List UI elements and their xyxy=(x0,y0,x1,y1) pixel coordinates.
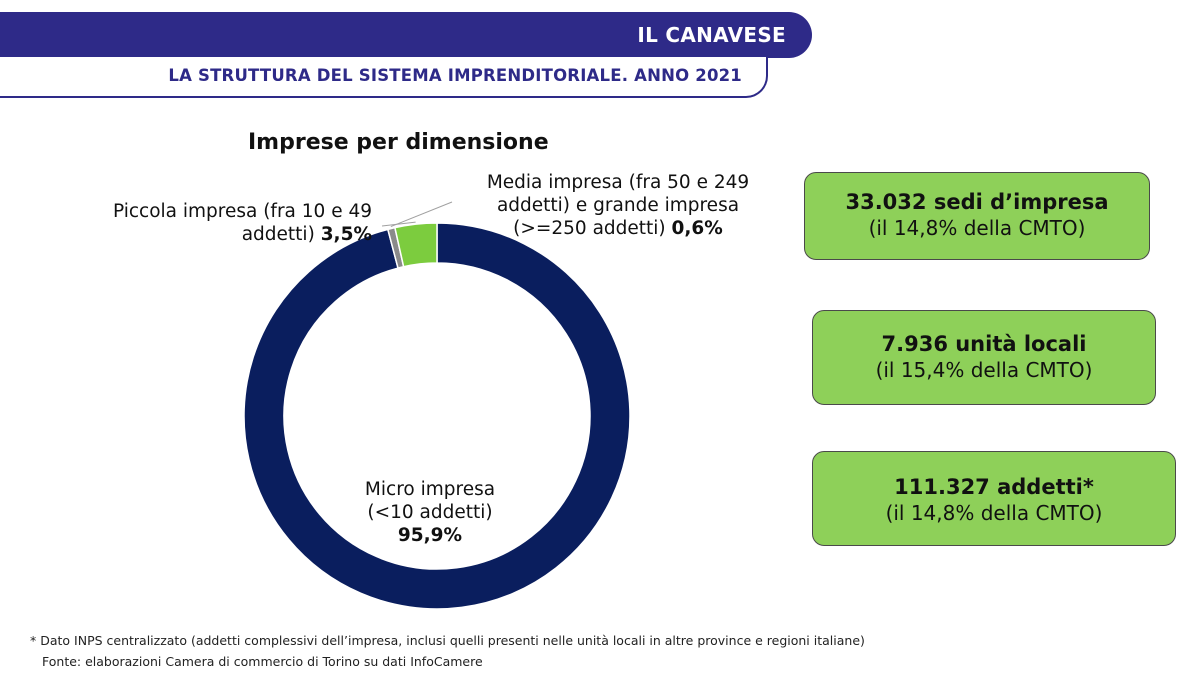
label-media-value: 0,6% xyxy=(671,218,723,239)
leader-line-media xyxy=(390,201,453,227)
kpi-addetti: 111.327 addetti* (il 14,8% della CMTO) xyxy=(812,451,1176,546)
label-piccola-impresa: Piccola impresa (fra 10 e 49 addetti) 3,… xyxy=(86,200,372,246)
kpi-unita-locali: 7.936 unità locali (il 15,4% della CMTO) xyxy=(812,310,1156,405)
kpi-sedi-impresa: 33.032 sedi d’impresa (il 14,8% della CM… xyxy=(804,172,1150,260)
label-piccola-value: 3,5% xyxy=(320,224,372,245)
region-title: IL CANAVESE xyxy=(637,23,786,47)
kpi-share: (il 14,8% della CMTO) xyxy=(885,501,1103,525)
chart-title: Imprese per dimensione xyxy=(248,130,549,155)
footnote: * Dato INPS centralizzato (addetti compl… xyxy=(30,633,865,648)
subtitle-banner: LA STRUTTURA DEL SISTEMA IMPRENDITORIALE… xyxy=(0,57,768,98)
label-media-impresa: Media impresa (fra 50 e 249 addetti) e g… xyxy=(462,171,774,240)
label-media-text: Media impresa (fra 50 e 249 addetti) e g… xyxy=(486,172,750,239)
source-note: Fonte: elaborazioni Camera di commercio … xyxy=(42,654,483,669)
kpi-value: 111.327 addetti* xyxy=(894,475,1094,499)
kpi-share: (il 14,8% della CMTO) xyxy=(868,216,1086,240)
label-micro-impresa: Micro impresa (<10 addetti) 95,9% xyxy=(300,478,560,547)
leader-line-piccola xyxy=(381,221,416,227)
label-micro-line1: Micro impresa xyxy=(364,479,496,500)
kpi-share: (il 15,4% della CMTO) xyxy=(875,358,1093,382)
slice-micro-impresa xyxy=(243,222,631,610)
slice-piccola-impresa xyxy=(394,222,438,268)
label-micro-value: 95,9% xyxy=(397,525,463,546)
region-banner: IL CANAVESE xyxy=(0,12,812,58)
kpi-value: 33.032 sedi d’impresa xyxy=(845,190,1109,214)
kpi-value: 7.936 unità locali xyxy=(881,332,1087,356)
label-piccola-text: Piccola impresa (fra 10 e 49 addetti) xyxy=(112,201,372,245)
label-micro-line2: (<10 addetti) xyxy=(367,502,493,523)
page-subtitle: LA STRUTTURA DEL SISTEMA IMPRENDITORIALE… xyxy=(168,66,742,85)
